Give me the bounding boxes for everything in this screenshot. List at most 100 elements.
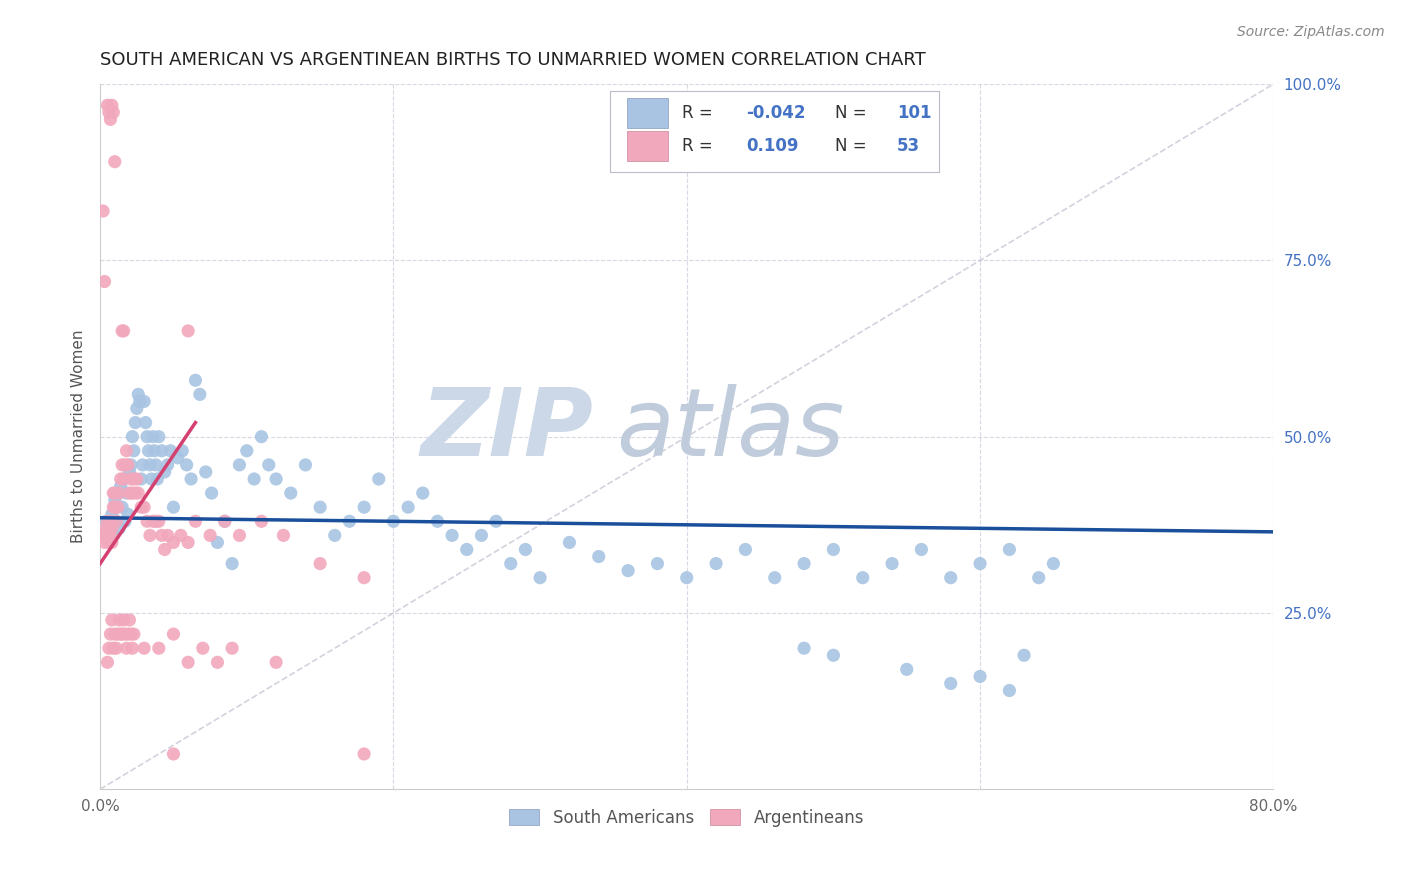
Point (124, 416, 146, 430)
Point (939, 571, 962, 585)
Point (94, 521, 117, 535)
Point (97, 521, 120, 535)
Text: R =: R = (682, 137, 718, 155)
Point (122, 627, 145, 641)
Point (93, 275, 115, 289)
Point (177, 655, 200, 669)
Point (110, 472, 132, 486)
Point (617, 564, 640, 578)
Point (146, 472, 169, 486)
Point (367, 472, 389, 486)
Point (309, 500, 332, 515)
Legend: South Americans, Argentineans: South Americans, Argentineans (502, 803, 870, 834)
Point (101, 613, 124, 627)
Point (96, 98, 118, 112)
Point (323, 528, 346, 542)
Point (353, 500, 375, 515)
Point (104, 493, 127, 508)
Point (264, 472, 287, 486)
Point (188, 387, 211, 401)
Point (111, 500, 134, 515)
Point (177, 324, 200, 338)
Point (108, 521, 131, 535)
Point (112, 324, 135, 338)
Point (125, 401, 148, 416)
Point (121, 641, 143, 656)
Point (145, 514, 167, 528)
Point (998, 683, 1021, 698)
Point (129, 500, 152, 515)
Point (207, 535, 229, 549)
Text: -0.042: -0.042 (747, 104, 806, 122)
Point (112, 472, 135, 486)
Point (159, 443, 181, 458)
Point (734, 542, 756, 557)
Point (115, 443, 138, 458)
Point (136, 514, 159, 528)
Point (172, 443, 194, 458)
Point (134, 394, 156, 409)
Point (852, 571, 875, 585)
Point (114, 627, 136, 641)
Point (823, 648, 845, 663)
Text: Source: ZipAtlas.com: Source: ZipAtlas.com (1237, 25, 1385, 39)
Point (273, 528, 295, 542)
Point (96, 655, 118, 669)
Point (120, 472, 142, 486)
Point (1028, 571, 1050, 585)
Point (111, 324, 134, 338)
Point (100, 528, 122, 542)
Point (148, 514, 170, 528)
Point (353, 747, 375, 761)
Point (515, 542, 537, 557)
Point (97, 105, 120, 120)
Point (221, 557, 243, 571)
Point (153, 465, 176, 479)
Point (117, 627, 139, 641)
Point (107, 486, 129, 500)
Point (150, 443, 173, 458)
Point (107, 627, 129, 641)
Point (138, 443, 160, 458)
Point (100, 521, 122, 535)
Text: N =: N = (835, 137, 872, 155)
Text: SOUTH AMERICAN VS ARGENTINEAN BIRTHS TO UNMARRIED WOMEN CORRELATION CHART: SOUTH AMERICAN VS ARGENTINEAN BIRTHS TO … (100, 51, 927, 69)
Point (114, 458, 136, 472)
Point (115, 641, 138, 656)
Point (162, 500, 184, 515)
Point (118, 613, 141, 627)
Point (136, 430, 159, 444)
Point (969, 669, 991, 683)
Point (114, 514, 136, 528)
Point (470, 528, 492, 542)
Text: 0.109: 0.109 (747, 137, 799, 155)
Point (221, 641, 243, 656)
Point (142, 430, 165, 444)
Point (998, 542, 1021, 557)
Point (127, 486, 149, 500)
Point (880, 557, 903, 571)
Point (1042, 557, 1064, 571)
Point (134, 500, 156, 515)
Bar (610, 91, 939, 172)
Point (198, 528, 221, 542)
Point (104, 154, 127, 169)
Point (103, 528, 125, 542)
Point (184, 373, 207, 387)
Point (121, 486, 143, 500)
Bar (627, 131, 668, 161)
Point (200, 486, 222, 500)
Point (124, 486, 146, 500)
Point (101, 507, 124, 521)
Point (139, 528, 162, 542)
Point (101, 98, 124, 112)
Point (280, 486, 302, 500)
Point (108, 613, 131, 627)
Point (588, 549, 610, 564)
Point (243, 472, 266, 486)
Point (91, 528, 114, 542)
Point (117, 458, 139, 472)
Text: N =: N = (835, 104, 872, 122)
Point (125, 472, 148, 486)
Text: R =: R = (682, 104, 718, 122)
